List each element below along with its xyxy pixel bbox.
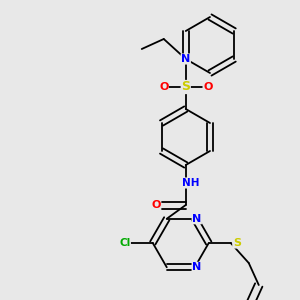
Text: O: O [203,82,212,92]
Text: NH: NH [182,178,200,188]
Text: O: O [151,200,160,210]
Text: N: N [192,262,201,272]
Text: Cl: Cl [119,238,130,248]
Text: S: S [233,238,241,248]
Text: O: O [159,82,168,92]
Text: S: S [181,80,190,94]
Text: N: N [181,54,190,64]
Text: N: N [192,214,201,224]
